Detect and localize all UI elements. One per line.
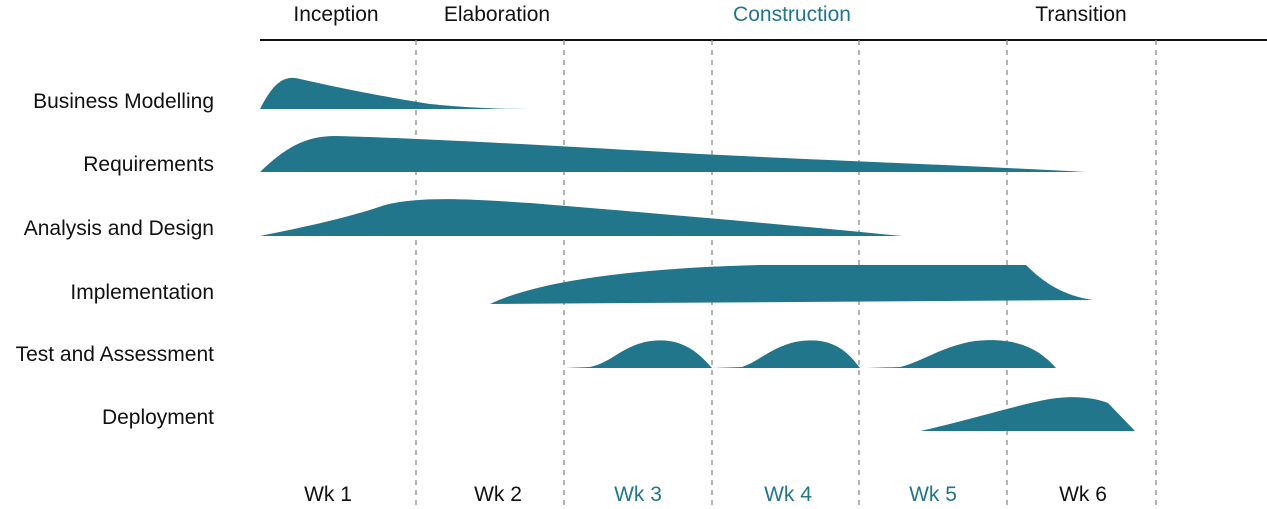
hump-analysis-and-design	[260, 199, 902, 236]
week-3-label: Wk 3	[614, 483, 662, 506]
discipline-deployment: Deployment	[102, 406, 214, 429]
week-2-label: Wk 2	[474, 483, 522, 506]
hump-test-week-5	[866, 340, 1056, 368]
week-4-label: Wk 4	[764, 483, 812, 506]
week-5-label: Wk 5	[909, 483, 957, 506]
week-6-label: Wk 6	[1059, 483, 1107, 506]
hump-implementation	[490, 265, 1093, 304]
discipline-analysis-and-design: Analysis and Design	[24, 217, 214, 240]
hump-requirements	[260, 136, 1085, 172]
discipline-business-modelling: Business Modelling	[33, 90, 214, 113]
week-1-label: Wk 1	[304, 483, 352, 506]
phase-inception: Inception	[293, 3, 378, 26]
hump-deployment	[920, 397, 1135, 431]
effort-humps	[260, 77, 1135, 431]
hump-business-modelling	[260, 77, 530, 109]
week-labels: Wk 1 Wk 2 Wk 3 Wk 4 Wk 5 Wk 6	[304, 483, 1107, 506]
discipline-requirements: Requirements	[83, 153, 214, 176]
phase-transition: Transition	[1035, 3, 1126, 26]
phase-headers: Inception Elaboration Construction Trans…	[293, 3, 1126, 26]
discipline-test-and-assessment: Test and Assessment	[16, 343, 215, 366]
phase-construction: Construction	[733, 3, 851, 26]
discipline-implementation: Implementation	[70, 281, 214, 304]
discipline-labels: Business Modelling Requirements Analysis…	[16, 90, 215, 429]
phase-elaboration: Elaboration	[444, 3, 550, 26]
hump-test-week-3	[565, 340, 712, 368]
hump-test-week-4	[712, 340, 860, 368]
